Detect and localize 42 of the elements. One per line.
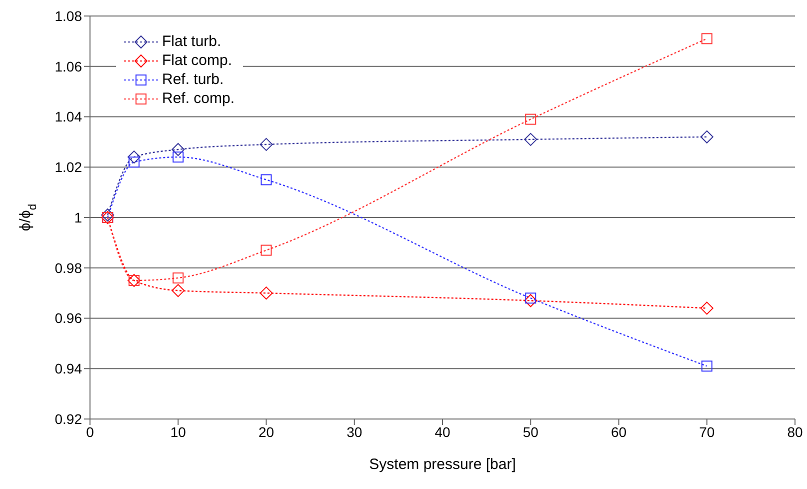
x-tick-label: 30 <box>346 424 362 440</box>
y-tick-label: 1 <box>74 209 82 226</box>
point <box>260 138 273 151</box>
point <box>525 114 536 125</box>
x-axis-title: System pressure [bar] <box>369 456 516 473</box>
y-tick-label: 1.02 <box>54 159 82 176</box>
point <box>172 142 185 156</box>
x-tick-label: 60 <box>610 424 627 440</box>
point <box>101 208 114 222</box>
point <box>524 294 538 308</box>
point <box>700 130 714 144</box>
y-tick-label: 0.96 <box>54 310 82 326</box>
point <box>128 156 140 168</box>
legend-label: Flat turb. <box>162 32 222 51</box>
legend-label: Flat comp. <box>162 51 232 70</box>
point <box>260 244 272 256</box>
point <box>172 284 185 298</box>
x-tick-label: 50 <box>522 424 539 440</box>
point <box>700 302 714 315</box>
point <box>260 174 272 186</box>
y-tick-label: 0.94 <box>54 360 82 377</box>
x-tick-label: 20 <box>258 424 274 440</box>
x-tick-label: 80 <box>787 424 803 440</box>
x-tick-label: 10 <box>170 424 186 440</box>
point <box>701 360 712 372</box>
point <box>524 132 538 146</box>
y-tick-label: 0.92 <box>54 410 82 427</box>
point <box>260 286 273 300</box>
x-tick-label: 40 <box>434 424 450 440</box>
x-tick-label: 70 <box>699 424 715 440</box>
legend-label: Ref. turb. <box>162 70 224 89</box>
point <box>172 272 184 284</box>
legend-label: Ref. comp. <box>162 89 235 108</box>
point <box>525 292 536 304</box>
y-tick-label: 1.04 <box>54 108 82 125</box>
y-tick-label: 0.98 <box>54 260 82 276</box>
point <box>172 152 184 163</box>
x-tick-label: 0 <box>86 424 94 440</box>
y-tick-label: 1.06 <box>54 58 82 74</box>
y-tick-label: 1.08 <box>54 8 82 24</box>
point <box>128 150 141 164</box>
point <box>701 33 712 44</box>
